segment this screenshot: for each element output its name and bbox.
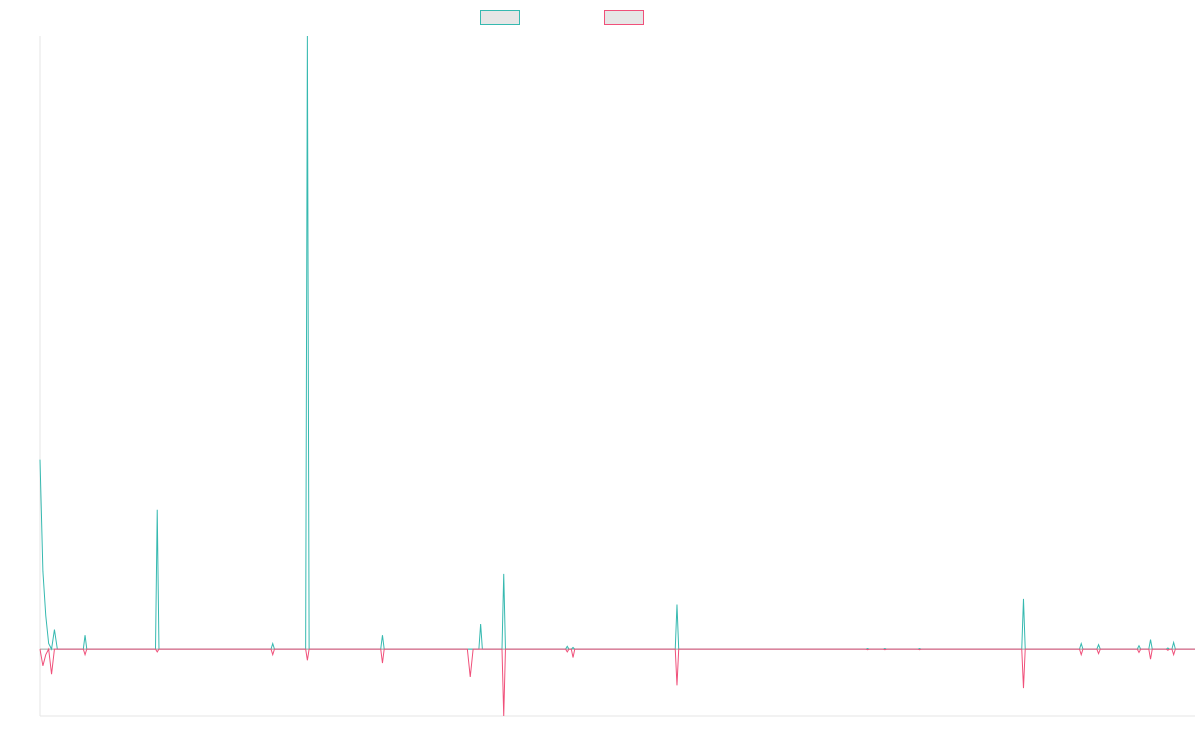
series-layer <box>39 35 1195 717</box>
series-line-2[interactable] <box>39 647 1195 717</box>
legend-swatch-2[interactable] <box>604 10 644 25</box>
axes <box>39 36 1195 717</box>
legend-swatch-1[interactable] <box>480 10 520 25</box>
series-line-1[interactable] <box>39 35 1195 651</box>
